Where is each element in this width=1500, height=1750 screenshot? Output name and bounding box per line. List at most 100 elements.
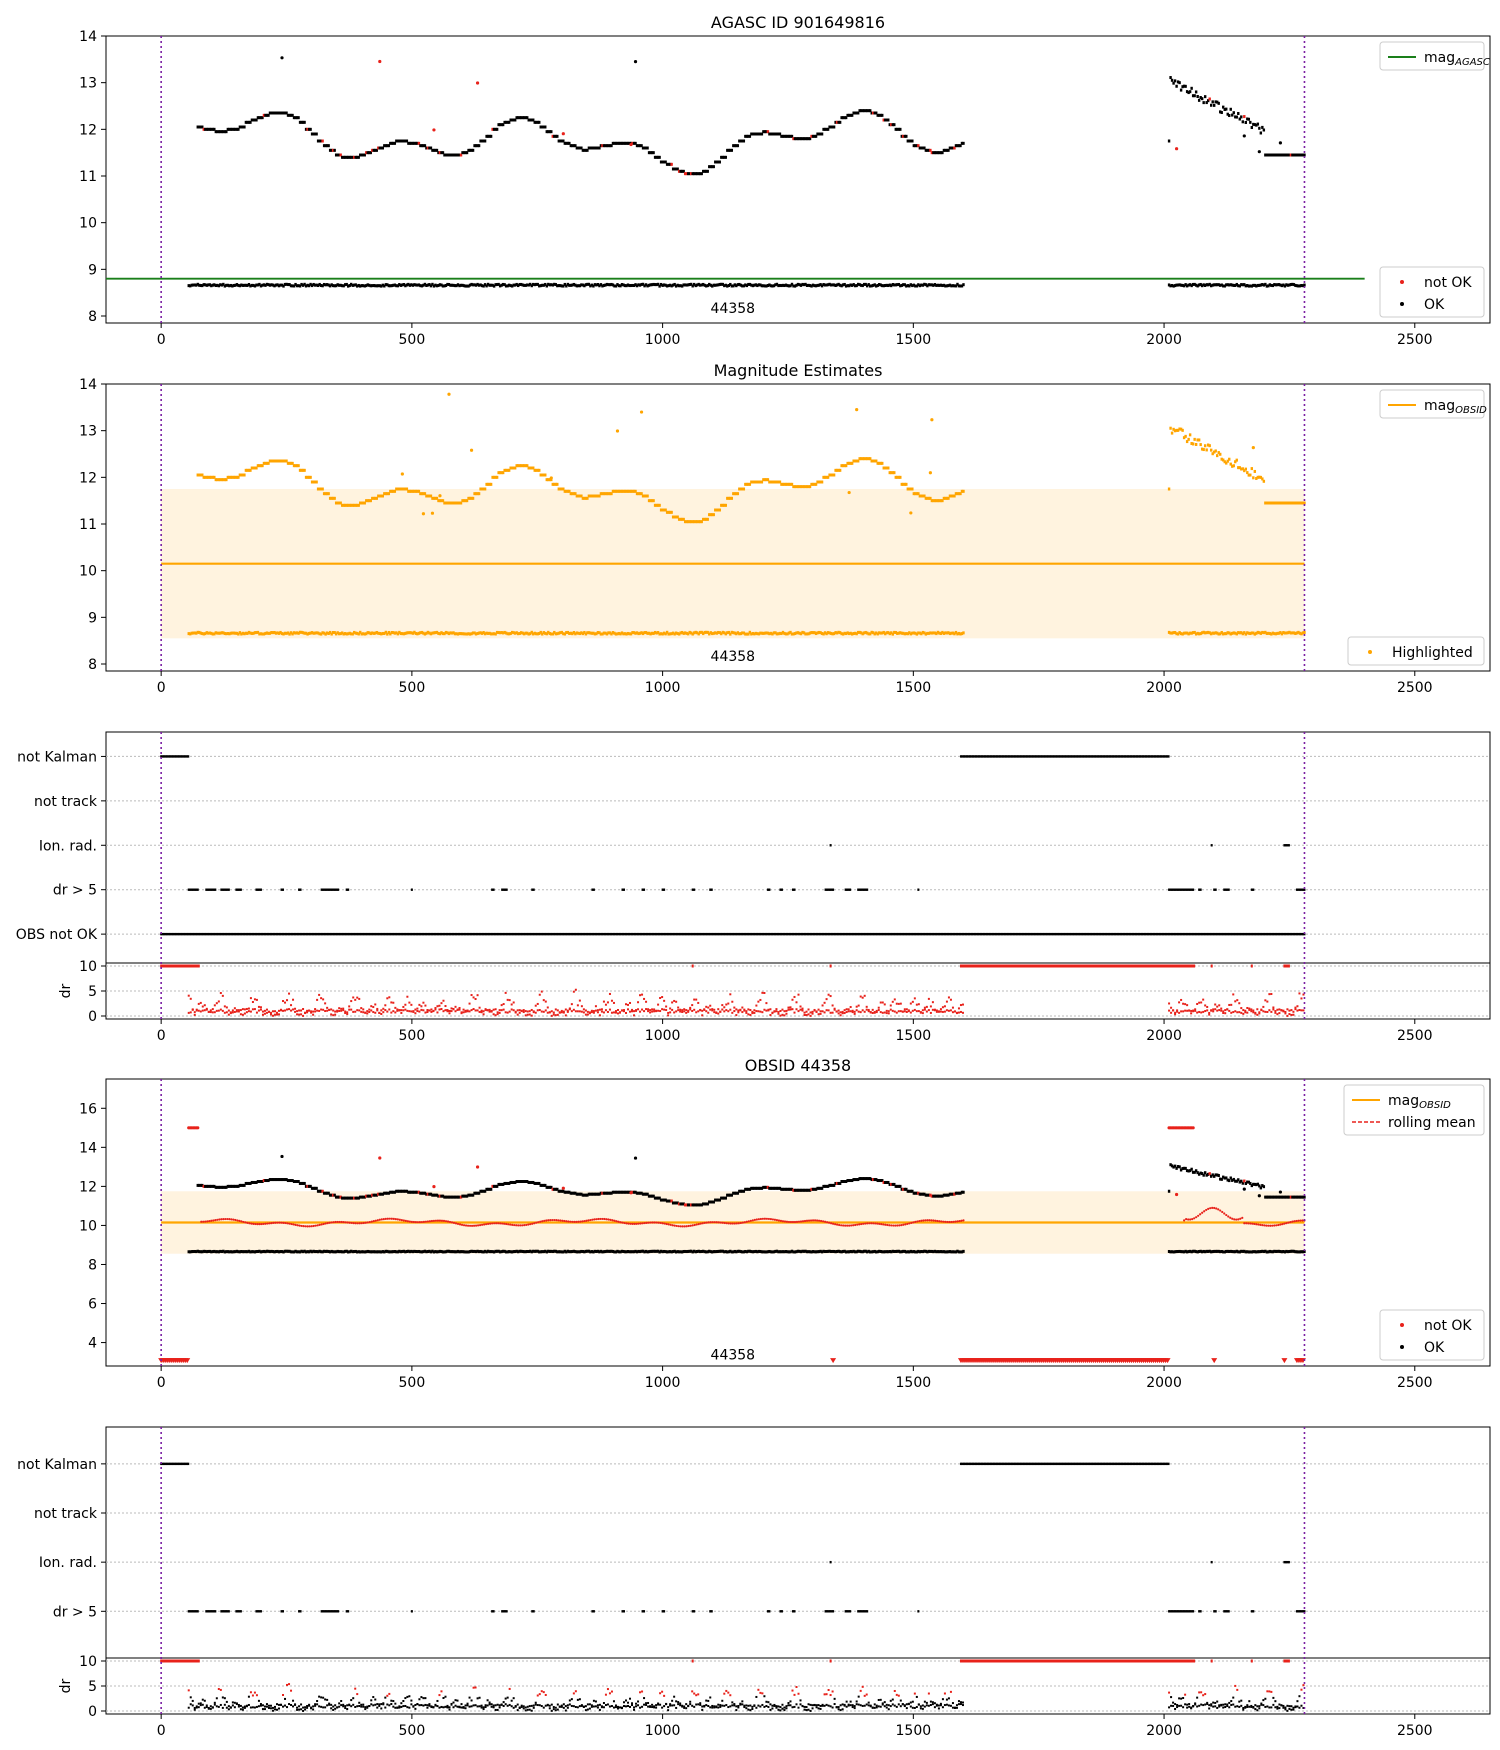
- dr-point: [1230, 1011, 1233, 1014]
- dr-point: [332, 1014, 335, 1017]
- dr-point: [811, 1012, 814, 1015]
- flag-point: [1139, 932, 1142, 936]
- dr-point: [1045, 964, 1048, 968]
- data-point: [276, 1249, 279, 1253]
- plot-frame: [105, 383, 1491, 672]
- data-point: [538, 284, 541, 288]
- data-point: [671, 515, 675, 519]
- data-point: [395, 631, 398, 635]
- data-point: [294, 1249, 297, 1253]
- data-point: [639, 410, 644, 414]
- dr-point: [968, 964, 971, 968]
- data-point: [798, 631, 801, 635]
- data-point: [268, 631, 272, 635]
- data-point: [456, 283, 460, 287]
- data-point: [799, 632, 803, 636]
- flag-point: [1228, 932, 1231, 936]
- data-point: [301, 631, 305, 635]
- data-point: [262, 1249, 266, 1253]
- data-point: [213, 475, 216, 479]
- flag-point: [1032, 932, 1035, 936]
- flag-point: [1140, 932, 1143, 936]
- flag-point: [328, 888, 331, 891]
- flag-point: [355, 932, 358, 936]
- data-point: [960, 489, 964, 493]
- flag-point: [871, 932, 874, 936]
- data-point: [1209, 632, 1213, 636]
- data-point: [264, 113, 267, 117]
- dr-point: [673, 999, 676, 1002]
- data-point: [438, 494, 442, 498]
- data-point: [584, 632, 588, 636]
- data-point: [207, 1249, 210, 1253]
- data-point: [628, 632, 631, 636]
- data-point: [899, 127, 902, 131]
- data-point: [529, 632, 532, 636]
- data-point: [659, 282, 663, 286]
- data-point: [369, 284, 372, 288]
- data-point: [888, 471, 891, 475]
- dr-point: [610, 999, 613, 1002]
- dr-point: [362, 1011, 365, 1014]
- data-point: [208, 631, 211, 635]
- data-point: [529, 282, 532, 286]
- data-point: [1184, 84, 1187, 88]
- data-point: [787, 284, 791, 288]
- dr-point: [937, 1010, 940, 1013]
- data-point: [742, 284, 746, 288]
- data-point: [456, 501, 460, 505]
- data-point: [297, 1250, 300, 1254]
- data-point: [1295, 631, 1299, 635]
- flag-point: [661, 932, 664, 936]
- data-point: [480, 487, 484, 491]
- data-point: [853, 284, 857, 288]
- flag-point: [1080, 755, 1083, 758]
- data-point: [1223, 284, 1226, 288]
- flag-point: [467, 932, 470, 936]
- data-point: [771, 284, 774, 288]
- data-point: [1244, 120, 1247, 124]
- data-point: [318, 282, 321, 286]
- data-point: [721, 282, 724, 286]
- flag-point: [1056, 932, 1059, 936]
- dr-point: [1290, 1009, 1293, 1012]
- flag-point: [304, 932, 307, 936]
- data-point: [738, 282, 741, 286]
- dr-point: [376, 1007, 379, 1010]
- data-point: [772, 631, 776, 635]
- x-tick-label: 2500: [1397, 332, 1433, 348]
- data-point: [348, 1196, 351, 1200]
- data-point: [265, 1179, 269, 1183]
- data-point: [250, 631, 254, 635]
- data-point: [756, 480, 759, 484]
- dr-point: [231, 1009, 234, 1012]
- dr-point: [570, 1003, 573, 1006]
- dr-point: [1256, 1013, 1259, 1016]
- data-point: [708, 165, 711, 169]
- data-point: [1276, 501, 1279, 505]
- data-point: [491, 632, 494, 636]
- data-point: [890, 631, 893, 635]
- dr-point: [265, 1011, 268, 1014]
- data-point: [906, 487, 910, 491]
- data-point: [769, 132, 773, 136]
- dr-point: [195, 1009, 198, 1012]
- data-point: [423, 632, 427, 636]
- data-point: [732, 631, 735, 635]
- data-point: [670, 284, 673, 288]
- data-point: [350, 155, 353, 159]
- data-point: [702, 517, 705, 521]
- dr-point: [1278, 1012, 1281, 1015]
- data-point: [644, 146, 648, 150]
- data-point: [1247, 473, 1251, 477]
- dr-point: [324, 1002, 327, 1005]
- dr-point: [1047, 964, 1050, 968]
- dr-point: [1084, 964, 1087, 968]
- dr-point: [312, 1013, 315, 1016]
- flag-point: [796, 932, 799, 936]
- data-point: [520, 282, 523, 286]
- data-point: [217, 1185, 221, 1189]
- flag-point: [989, 932, 992, 936]
- data-point: [699, 172, 702, 176]
- data-point: [1213, 103, 1216, 107]
